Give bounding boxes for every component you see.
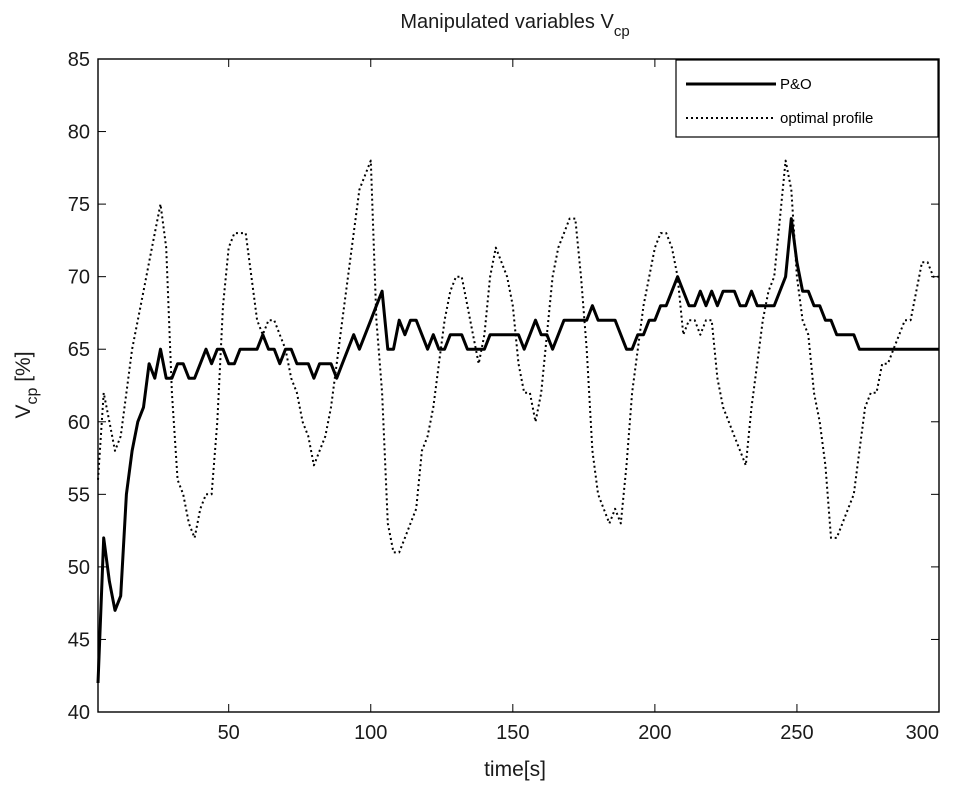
- legend: P&O optimal profile: [675, 59, 939, 138]
- y-tick-label: 50: [68, 557, 90, 579]
- y-tick-label: 60: [68, 412, 90, 434]
- legend-label-optimal-profile: optimal profile: [780, 110, 873, 127]
- chart-title-subscript: cp: [614, 23, 630, 40]
- y-tick-label: 75: [68, 194, 90, 216]
- y-tick-label: 40: [68, 702, 90, 724]
- x-tick-label: 50: [218, 722, 240, 744]
- y-tick-label: 70: [68, 267, 90, 289]
- x-ticks: 50 100 150 200 250 300: [218, 59, 940, 744]
- x-axis-label: time[s]: [484, 758, 546, 781]
- x-tick-label: 200: [638, 722, 671, 744]
- x-tick-label: 300: [906, 722, 939, 744]
- y-tick-label: 55: [68, 484, 90, 506]
- legend-box: [675, 59, 939, 138]
- series-line-optimal-profile: [97, 159, 939, 554]
- y-tick-label: 85: [68, 49, 90, 71]
- y-axis-label-subscript: cp: [24, 388, 41, 405]
- series-line-p-and-o: [96, 217, 939, 684]
- chart-title-main: Manipulated variables V: [400, 11, 614, 33]
- y-tick-label: 65: [68, 339, 90, 361]
- legend-label-p-and-o: P&O: [780, 76, 812, 93]
- y-ticks: 40 45 50 55 60 65 70 75 80 85: [68, 49, 939, 724]
- plot-area: [97, 58, 940, 713]
- y-axis-label-main: V: [12, 405, 35, 419]
- series-layer: [96, 159, 939, 684]
- y-axis-label-unit: [%]: [12, 351, 35, 387]
- y-axis-label: Vcp [%]: [12, 351, 41, 418]
- x-tick-label: 250: [780, 722, 813, 744]
- x-tick-label: 150: [496, 722, 529, 744]
- y-tick-label: 45: [68, 629, 90, 651]
- chart-title: Manipulated variables Vcp: [400, 11, 629, 40]
- x-tick-label: 100: [354, 722, 387, 744]
- y-tick-label: 80: [68, 122, 90, 144]
